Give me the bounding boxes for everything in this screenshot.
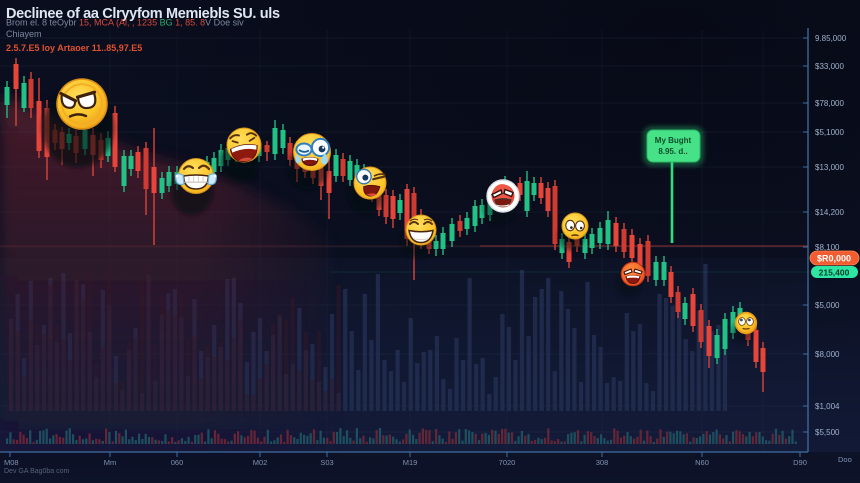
svg-text:Mm: Mm [104, 458, 117, 467]
svg-text:$8,100: $8,100 [815, 243, 840, 252]
svg-text:$R0,000: $R0,000 [817, 254, 851, 264]
svg-text:9.85,000: 9.85,000 [815, 34, 847, 43]
svg-text:Declinee of aa Clryyfom Memieb: Declinee of aa Clryyfom Memiebls SU. uls [6, 6, 280, 22]
svg-text:$78,000: $78,000 [815, 99, 844, 108]
svg-text:S03: S03 [320, 458, 333, 467]
svg-text:$5,500: $5,500 [815, 428, 840, 437]
svg-text:My Bught: My Bught [655, 136, 692, 145]
svg-text:$5,1000: $5,1000 [815, 128, 844, 137]
svg-text:060: 060 [171, 458, 184, 467]
svg-text:Brom el. 8 teOybr 15, MCA (Al: Brom el. 8 teOybr 15, MCA (Al, , 1235 BG… [6, 18, 244, 28]
svg-text:$5,000: $5,000 [815, 301, 840, 310]
svg-text:7020: 7020 [499, 458, 516, 467]
svg-text:Doo: Doo [838, 455, 852, 464]
svg-text:N60: N60 [695, 458, 709, 467]
svg-text:$8,000: $8,000 [815, 350, 840, 359]
svg-text:$14,200: $14,200 [815, 208, 844, 217]
svg-text:$33,000: $33,000 [815, 62, 844, 71]
svg-text:2.5.7.E5 loy Artaoer 11..85,97: 2.5.7.E5 loy Artaoer 11..85,97.E5 [6, 43, 142, 53]
svg-text:D90: D90 [793, 458, 807, 467]
svg-text:8.95. d..: 8.95. d.. [658, 147, 687, 156]
svg-text:215,400: 215,400 [819, 268, 850, 278]
svg-text:$1,004: $1,004 [815, 402, 840, 411]
svg-text:M08: M08 [4, 458, 19, 467]
svg-text:Dev GA Bag0ba com: Dev GA Bag0ba com [4, 468, 70, 475]
svg-text:308: 308 [596, 458, 609, 467]
svg-text:$13,000: $13,000 [815, 163, 844, 172]
svg-text:Chiayem: Chiayem [6, 29, 42, 39]
svg-text:M02: M02 [253, 458, 268, 467]
svg-text:M19: M19 [403, 458, 418, 467]
